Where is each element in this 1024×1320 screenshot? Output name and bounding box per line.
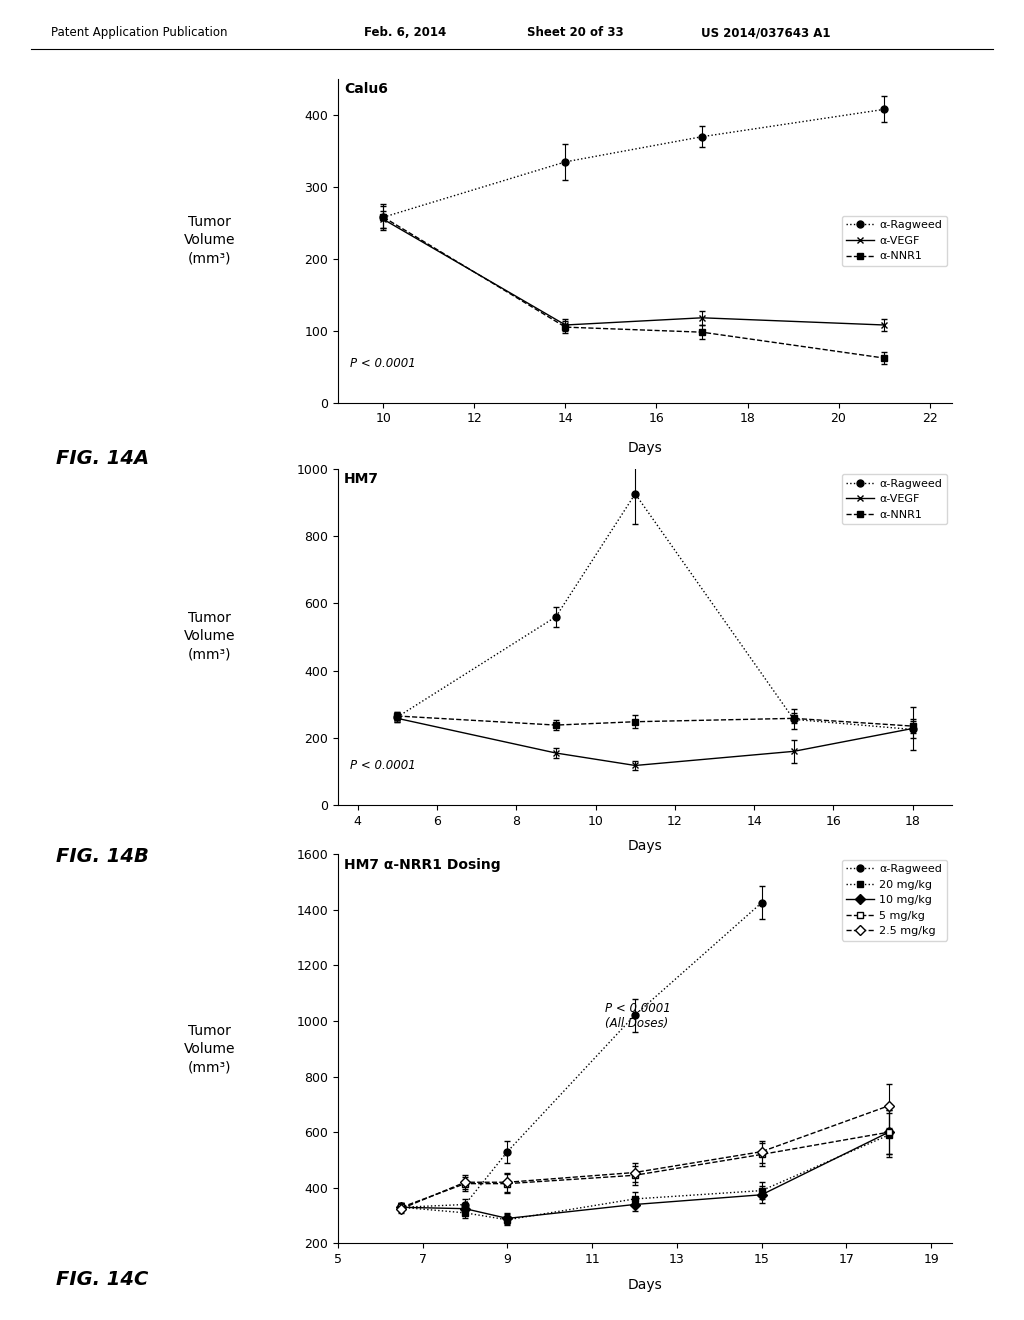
- Legend: α-Ragweed, α-VEGF, α-NNR1: α-Ragweed, α-VEGF, α-NNR1: [842, 474, 947, 524]
- Text: Tumor
Volume
(mm³): Tumor Volume (mm³): [184, 215, 236, 265]
- Text: US 2014/037643 A1: US 2014/037643 A1: [701, 26, 830, 40]
- Text: P < 0.0001: P < 0.0001: [350, 358, 416, 370]
- Text: HM7 α-NRR1 Dosing: HM7 α-NRR1 Dosing: [344, 858, 501, 873]
- Text: Calu6: Calu6: [344, 82, 388, 96]
- Text: Tumor
Volume
(mm³): Tumor Volume (mm³): [184, 1024, 236, 1074]
- Legend: α-Ragweed, 20 mg/kg, 10 mg/kg, 5 mg/kg, 2.5 mg/kg: α-Ragweed, 20 mg/kg, 10 mg/kg, 5 mg/kg, …: [842, 859, 947, 941]
- Text: Tumor
Volume
(mm³): Tumor Volume (mm³): [184, 611, 236, 661]
- X-axis label: Days: Days: [628, 441, 663, 455]
- Text: Patent Application Publication: Patent Application Publication: [51, 26, 227, 40]
- Text: Sheet 20 of 33: Sheet 20 of 33: [527, 26, 624, 40]
- Text: P < 0.0001: P < 0.0001: [350, 759, 416, 771]
- X-axis label: Days: Days: [628, 840, 663, 853]
- Text: FIG. 14A: FIG. 14A: [56, 449, 150, 467]
- X-axis label: Days: Days: [628, 1279, 663, 1292]
- Text: FIG. 14B: FIG. 14B: [56, 847, 150, 866]
- Legend: α-Ragweed, α-VEGF, α-NNR1: α-Ragweed, α-VEGF, α-NNR1: [842, 216, 947, 265]
- Text: HM7: HM7: [344, 473, 379, 486]
- Text: FIG. 14C: FIG. 14C: [56, 1270, 148, 1288]
- Text: P < 0.0001
(All Doses): P < 0.0001 (All Doses): [605, 1002, 671, 1030]
- Text: Feb. 6, 2014: Feb. 6, 2014: [364, 26, 445, 40]
